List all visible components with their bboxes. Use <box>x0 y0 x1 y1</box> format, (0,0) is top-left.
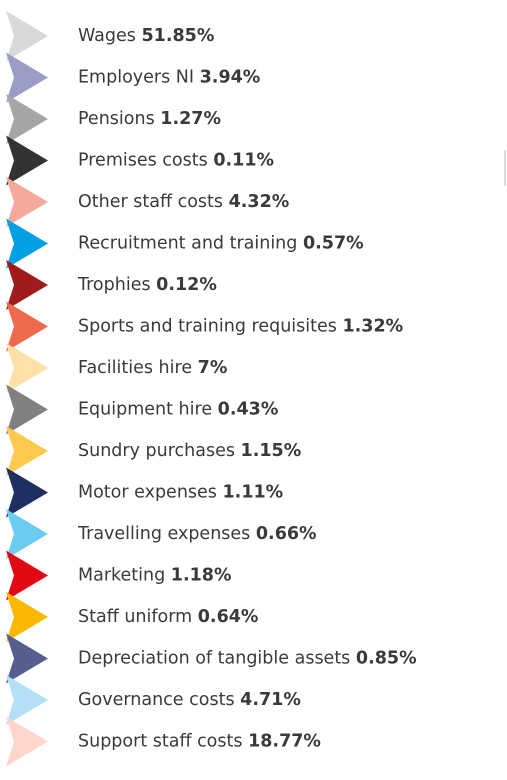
item-name: Equipment hire <box>78 400 212 420</box>
legend-label: Support staff costs 18.77% <box>78 732 321 752</box>
legend-label: Employers NI 3.94% <box>78 68 260 88</box>
legend-icon <box>6 467 48 518</box>
item-name: Marketing <box>78 566 165 586</box>
item-value: 0.11% <box>213 151 274 171</box>
legend-icon <box>6 426 48 476</box>
item-value: 4.71% <box>240 690 301 710</box>
item-value: 0.43% <box>218 400 279 420</box>
legend-icon <box>6 11 48 61</box>
legend-label: Facilities hire 7% <box>78 358 227 378</box>
legend-label: Trophies 0.12% <box>77 275 217 295</box>
legend-icon <box>6 384 48 435</box>
legend-icon <box>6 177 48 227</box>
legend-icon <box>6 301 48 352</box>
item-name: Depreciation of tangible assets <box>78 649 350 669</box>
legend-icon <box>6 592 48 642</box>
item-name: Pensions <box>78 109 155 129</box>
legend-icon <box>6 94 48 144</box>
item-name: Trophies <box>77 275 151 295</box>
item-value: 1.32% <box>342 317 403 337</box>
item-value: 3.94% <box>200 68 261 88</box>
legend-label: Depreciation of tangible assets 0.85% <box>78 649 417 669</box>
item-name: Support staff costs <box>78 732 243 752</box>
legend-icon <box>6 509 48 559</box>
item-name: Other staff costs <box>78 192 223 212</box>
legend-label: Other staff costs 4.32% <box>78 192 289 212</box>
item-value: 7% <box>198 358 228 378</box>
legend-icon <box>6 633 48 684</box>
item-value: 0.64% <box>198 607 259 627</box>
item-name: Staff uniform <box>78 607 192 627</box>
legend-label: Recruitment and training 0.57% <box>78 234 364 254</box>
legend-icon <box>6 52 48 103</box>
item-value: 0.57% <box>303 234 364 254</box>
legend-icon <box>6 343 48 393</box>
item-value: 1.27% <box>160 109 221 129</box>
item-value: 1.15% <box>241 441 302 461</box>
legend-label: Equipment hire 0.43% <box>78 400 278 420</box>
legend-label: Governance costs 4.71% <box>78 690 301 710</box>
legend-icon <box>6 135 48 186</box>
legend-label: Premises costs 0.11% <box>78 151 274 171</box>
legend-label: Staff uniform 0.64% <box>78 607 258 627</box>
legend-icon <box>6 550 48 601</box>
legend-icon <box>6 260 48 310</box>
legend-label: Travelling expenses 0.66% <box>77 524 317 544</box>
legend-label: Pensions 1.27% <box>78 109 221 129</box>
item-name: Employers NI <box>78 68 194 88</box>
item-name: Facilities hire <box>78 358 192 378</box>
legend-label: Wages 51.85% <box>78 26 214 46</box>
item-name: Governance costs <box>78 690 235 710</box>
item-value: 0.12% <box>156 275 217 295</box>
legend-label: Marketing 1.18% <box>78 566 232 586</box>
item-name: Premises costs <box>78 151 208 171</box>
item-value: 51.85% <box>141 26 214 46</box>
item-value: 1.11% <box>223 483 284 503</box>
legend-icon <box>6 716 48 767</box>
item-name: Motor expenses <box>78 483 217 503</box>
legend-label: Motor expenses 1.11% <box>78 483 283 503</box>
item-value: 0.66% <box>256 524 317 544</box>
legend-icon <box>6 218 48 269</box>
item-name: Recruitment and training <box>78 234 297 254</box>
item-value: 18.77% <box>248 732 321 752</box>
item-value: 1.18% <box>171 566 232 586</box>
item-name: Wages <box>78 26 136 46</box>
item-name: Sundry purchases <box>78 441 235 461</box>
legend-label: Sports and training requisites 1.32% <box>78 317 403 337</box>
item-value: 0.85% <box>356 649 417 669</box>
legend-label: Sundry purchases 1.15% <box>78 441 301 461</box>
item-value: 4.32% <box>229 192 290 212</box>
item-name: Sports and training requisites <box>78 317 337 337</box>
item-name: Travelling expenses <box>77 524 250 544</box>
legend-icon <box>6 675 48 725</box>
